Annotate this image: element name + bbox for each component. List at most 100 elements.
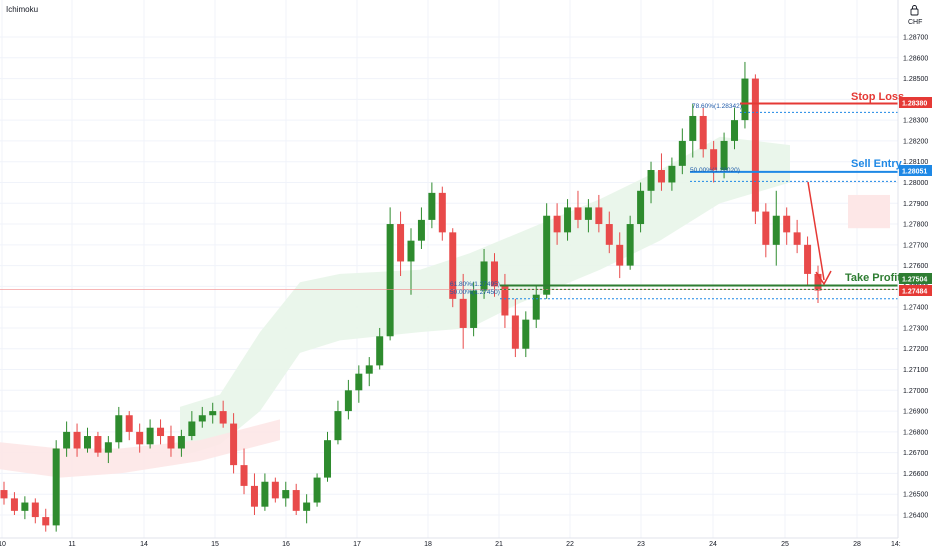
candle-body xyxy=(250,485,258,507)
candle-body xyxy=(177,436,185,449)
price-tick-label: 1.27800 xyxy=(903,222,928,229)
candle-body xyxy=(313,477,321,503)
price-tick-label: 1.28300 xyxy=(903,118,928,125)
candle-body xyxy=(710,149,718,171)
candle-body xyxy=(324,440,332,478)
price-tick-label: 1.28600 xyxy=(903,55,928,62)
candle-body xyxy=(762,211,770,245)
indicator-label[interactable]: Ichimoku xyxy=(6,5,38,14)
candle-body xyxy=(584,207,592,220)
candle-body xyxy=(532,294,540,320)
time-tick-label: 28 xyxy=(853,541,861,548)
time-tick-label: 21 xyxy=(495,541,503,548)
candle-body xyxy=(417,219,425,241)
current-price-tag: 1.27484 xyxy=(899,285,932,296)
candle-body xyxy=(511,315,519,349)
currency-label: CHF xyxy=(908,19,922,26)
candle-body xyxy=(783,215,791,233)
candle-body xyxy=(282,490,290,499)
sell-entry-label: Sell Entry xyxy=(851,158,903,170)
candle-body xyxy=(136,431,144,445)
candle-body xyxy=(42,517,50,526)
corner-label: 14: xyxy=(891,541,901,548)
candle-body xyxy=(334,411,342,441)
candle-body xyxy=(167,436,175,449)
time-tick-label: 22 xyxy=(566,541,574,548)
lock-icon[interactable] xyxy=(910,5,919,16)
price-tick-label: 1.27700 xyxy=(903,242,928,249)
stop-loss-price-tag: 1.28380 xyxy=(899,97,932,108)
candle-body xyxy=(470,290,478,328)
candle-body xyxy=(376,336,384,366)
candle-body xyxy=(21,502,29,511)
price-tick-label: 1.27600 xyxy=(903,263,928,270)
candle-body xyxy=(115,415,123,443)
candle-body xyxy=(31,502,39,518)
price-tick-label: 1.27100 xyxy=(903,367,928,374)
svg-text:1.27504: 1.27504 xyxy=(902,277,927,284)
cloud-bear-future xyxy=(848,194,890,229)
price-tick-label: 1.26600 xyxy=(903,471,928,478)
candle-body xyxy=(198,415,206,422)
candle-body xyxy=(271,481,279,499)
candle-body xyxy=(303,502,311,511)
time-tick-label: 18 xyxy=(424,541,432,548)
candles[interactable] xyxy=(0,61,822,532)
candle-body xyxy=(0,490,8,499)
candle-body xyxy=(83,436,91,449)
candle-body xyxy=(63,431,71,449)
svg-text:1.27484: 1.27484 xyxy=(902,289,927,296)
candle-body xyxy=(240,465,248,486)
time-scale[interactable]: 10 11 14 15 16 17 18 21 22 23 24 25 28 xyxy=(0,541,861,548)
time-tick-label: 11 xyxy=(68,541,75,548)
price-tick-label: 1.28000 xyxy=(903,180,928,187)
price-tick-label: 1.26900 xyxy=(903,409,928,416)
candle-body xyxy=(355,373,363,391)
candle-body xyxy=(10,498,18,511)
candle-body xyxy=(741,78,749,121)
grid xyxy=(0,0,898,538)
candle-body xyxy=(449,232,457,299)
candle-body xyxy=(365,365,373,374)
candle-body xyxy=(720,140,728,171)
candle-body xyxy=(616,244,624,266)
candle-body xyxy=(647,170,655,191)
candle-body xyxy=(553,215,561,233)
candle-body xyxy=(219,411,227,424)
candle-body xyxy=(94,436,102,453)
candle-body xyxy=(626,224,634,266)
projection-arrow xyxy=(807,181,832,286)
svg-text:1.28051: 1.28051 xyxy=(902,169,927,176)
candle-body xyxy=(731,120,739,141)
time-tick-label: 14 xyxy=(140,541,148,548)
candle-body xyxy=(73,431,81,449)
price-tick-label: 1.28700 xyxy=(903,35,928,42)
candle-body xyxy=(564,207,572,233)
sell-entry-price-tag: 1.28051 xyxy=(899,165,932,176)
trade-levels[interactable] xyxy=(0,102,898,300)
price-tick-label: 1.27200 xyxy=(903,346,928,353)
candle-body xyxy=(657,170,665,183)
candle-body xyxy=(595,207,603,225)
price-tick-label: 1.28100 xyxy=(903,159,928,166)
candle-body xyxy=(459,298,467,328)
candle-body xyxy=(52,448,60,526)
candle-body xyxy=(804,244,812,274)
time-tick-label: 17 xyxy=(353,541,361,548)
candle-body xyxy=(157,427,165,437)
candle-body xyxy=(125,415,133,432)
time-tick-label: 24 xyxy=(709,541,717,548)
candle-body xyxy=(574,207,582,220)
candle-body xyxy=(814,273,822,291)
candle-body xyxy=(751,78,759,212)
fib-label-50-upper: 50.00%(1.28020) xyxy=(690,167,740,174)
candle-body xyxy=(793,232,801,245)
candle-body xyxy=(209,411,217,416)
time-tick-label: 23 xyxy=(637,541,645,548)
price-tick-label: 1.28200 xyxy=(903,138,928,145)
candle-body xyxy=(230,423,238,466)
time-tick-label: 10 xyxy=(0,541,6,548)
candle-body xyxy=(438,192,446,233)
candle-body xyxy=(188,421,196,437)
